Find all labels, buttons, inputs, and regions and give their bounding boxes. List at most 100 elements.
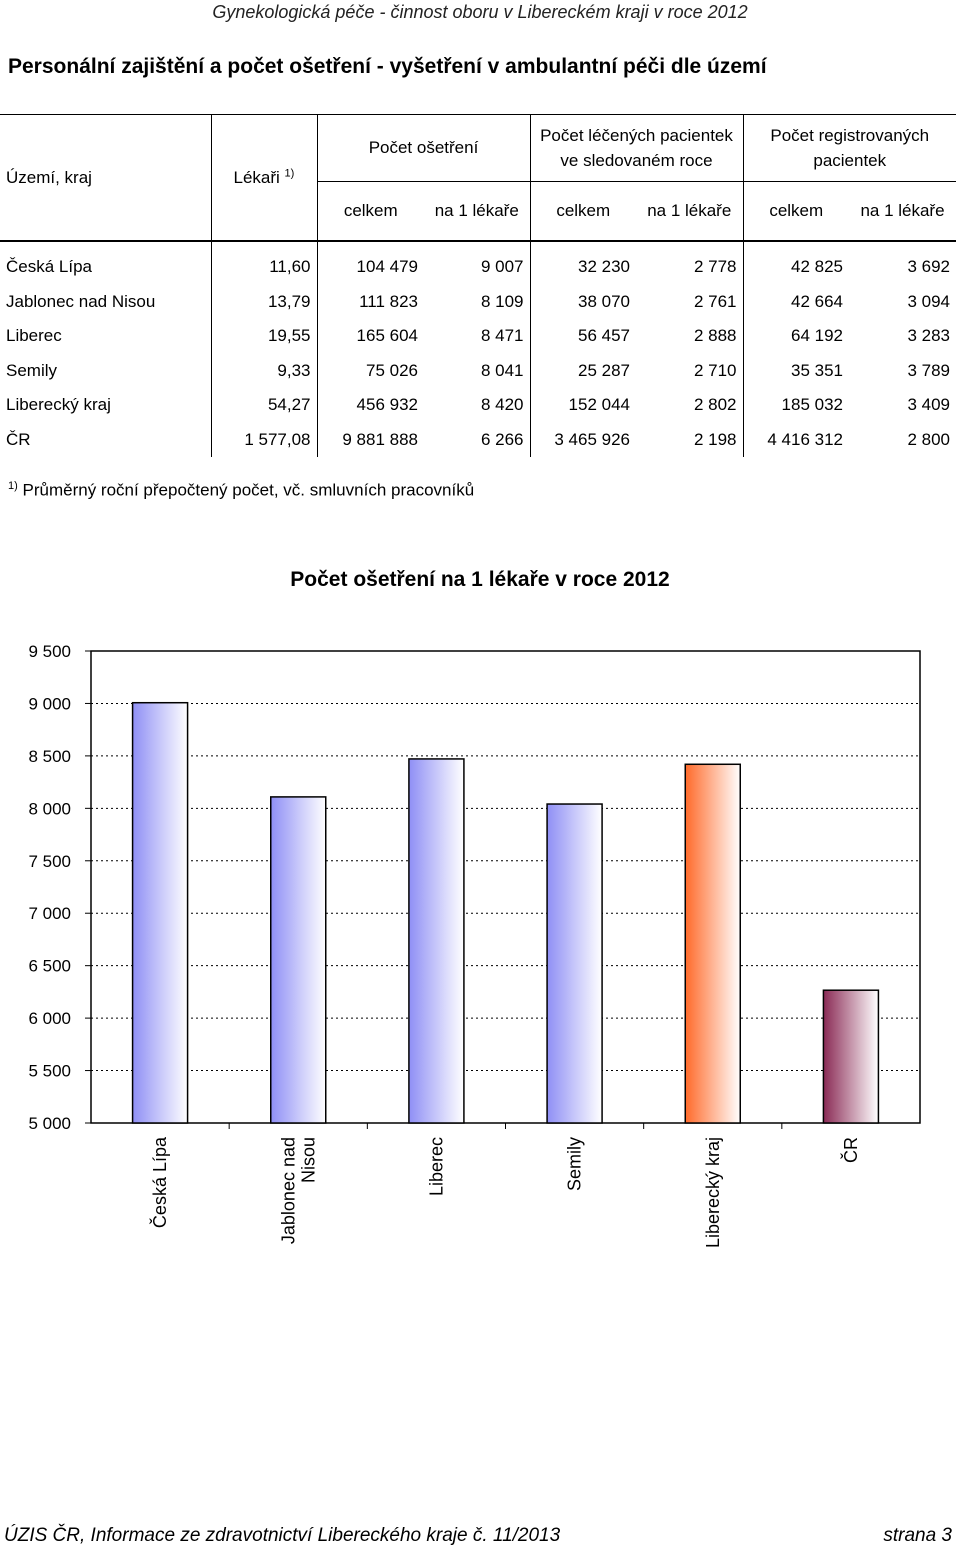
footer-page-number: strana 3 <box>883 1525 952 1546</box>
header-reg-per: na 1 lékaře <box>849 181 956 241</box>
table-cell-pat-total: 152 044 <box>529 388 636 423</box>
table-cell-doctors: 1 577,08 <box>210 422 317 457</box>
table-cell-reg-per: 3 409 <box>907 395 950 415</box>
table-cell-pat-total: 38 070 <box>529 284 636 319</box>
y-tick-label: 5 000 <box>28 1114 71 1133</box>
x-category-label: Semily <box>565 1137 585 1191</box>
statistics-table: Území, kraj Lékaři 1) Počet ošetření Poč… <box>0 114 956 457</box>
bar <box>131 701 189 1124</box>
table-row: Jablonec nad Nisou 13,79 111 823 8 109 38 07… <box>0 284 956 319</box>
y-tick-label: 7 500 <box>28 852 71 871</box>
chart-title: Počet ošetření na 1 lékaře v roce 2012 <box>290 568 670 591</box>
table-cell-doctors: 9,33 <box>210 353 317 388</box>
table-cell-treat-total: 75 026 <box>316 353 424 388</box>
table-row: Liberecký kraj 54,27 456 932 8 420 152 044 2 … <box>0 388 956 423</box>
table-cell-name: Liberec <box>6 326 62 346</box>
header-pat-per: na 1 lékaře <box>636 181 743 241</box>
table-row: ČR 1 577,08 9 881 888 6 266 3 465 926 2 198 4 … <box>0 422 956 457</box>
table-cell-name: Liberecký kraj <box>6 395 111 415</box>
table-cell-name: ČR <box>6 429 31 449</box>
table-cell-treat-total: 9 881 888 <box>316 422 424 457</box>
header-treatments: Počet ošetření <box>316 114 530 182</box>
table-row: Česká Lípa 11,60 104 479 9 007 32 230 2 778 42… <box>0 241 956 285</box>
table-row: Semily 9,33 75 026 8 041 25 287 2 710 35 351 3 … <box>0 353 956 388</box>
y-tick-label: 6 500 <box>28 957 71 976</box>
table-cell-pat-per: 2 802 <box>693 395 737 415</box>
section-title: Personální zajištění a počet ošetření - … <box>8 55 767 78</box>
table-cell-treat-per: 8 471 <box>480 326 524 346</box>
table-cell-name: Česká Lípa <box>6 257 92 277</box>
table-cell-reg-per: 2 800 <box>907 429 950 449</box>
plot-frame <box>90 650 921 1124</box>
header-pat-total: celkem <box>529 181 636 241</box>
x-category-label: Česká Lípa <box>149 1136 170 1228</box>
table-cell-reg-total: 42 664 <box>742 284 849 319</box>
table-cell-doctors: 19,55 <box>210 319 317 354</box>
header-doctors: Lékaři 1) <box>210 114 317 241</box>
table-cell-treat-per: 9 007 <box>480 257 524 277</box>
header-reg-total: celkem <box>742 181 849 241</box>
table-cell-treat-per: 8 041 <box>480 360 524 380</box>
table-cell-pat-total: 3 465 926 <box>529 422 636 457</box>
table-cell-name: Semily <box>6 360 58 380</box>
header-registered-patients: Počet registrovaných pacientek <box>742 114 956 182</box>
table-cell-pat-per: 2 710 <box>693 360 737 380</box>
svg-text:Liberec: Liberec <box>426 1137 446 1196</box>
table-cell-reg-per: 3 283 <box>907 326 950 346</box>
header-treated-patients: Počet léčených pacientek ve sledovaném ro… <box>529 114 743 182</box>
svg-text:ČR: ČR <box>840 1137 861 1163</box>
table-cell-doctors: 54,27 <box>210 388 317 423</box>
table-cell-doctors: 11,60 <box>210 241 317 285</box>
y-tick-label: 5 500 <box>28 1062 71 1081</box>
table-cell-reg-total: 64 192 <box>742 319 849 354</box>
table-cell-pat-total: 25 287 <box>529 353 636 388</box>
x-category-label: ČR <box>840 1137 861 1163</box>
table-cell-reg-total: 185 032 <box>742 388 849 423</box>
table-cell-treat-total: 111 823 <box>316 284 424 319</box>
table-cell-reg-per: 3 094 <box>907 291 950 311</box>
document-header: Gynekologická péče - činnost oboru v Lib… <box>212 2 748 22</box>
table-cell-pat-per: 2 198 <box>693 429 737 449</box>
y-tick-label: 8 000 <box>28 799 71 818</box>
x-category-label: Liberecký kraj <box>703 1137 723 1248</box>
header-treat-per: na 1 lékaře <box>424 181 530 241</box>
table-cell-name: Jablonec nad Nisou <box>6 291 156 311</box>
table-cell-treat-total: 456 932 <box>316 388 424 423</box>
table-cell-reg-total: 42 825 <box>742 241 849 285</box>
footnote: 1) Průměrný roční přepočtený počet, vč. … <box>8 480 475 500</box>
table-cell-treat-per: 6 266 <box>480 429 524 449</box>
bar <box>822 989 880 1124</box>
table-cell-reg-per: 3 692 <box>907 257 950 277</box>
table-cell-treat-per: 8 420 <box>480 395 524 415</box>
table-row: Liberec 19,55 165 604 8 471 56 457 2 888 64 19… <box>0 319 956 354</box>
table-cell-pat-per: 2 778 <box>693 257 737 277</box>
table-body: Česká Lípa 11,60 104 479 9 007 32 230 2 778 42… <box>0 241 956 457</box>
bar <box>684 763 741 1124</box>
header-treat-total: celkem <box>316 181 424 241</box>
y-tick-label: 6 000 <box>28 1009 71 1028</box>
y-tick-label: 8 500 <box>28 747 71 766</box>
x-category-label: Jablonec nad Nisou <box>278 1137 318 1244</box>
table-cell-pat-per: 2 761 <box>693 291 737 311</box>
svg-text:Jablonec nad: Jablonec nad <box>278 1137 298 1244</box>
svg-text:Nisou: Nisou <box>298 1137 318 1183</box>
svg-text:Semily: Semily <box>565 1137 585 1191</box>
table-cell-pat-total: 56 457 <box>529 319 636 354</box>
footer-source: ÚZIS ČR, Informace ze zdravotnictví Libe… <box>4 1525 561 1546</box>
table-cell-treat-total: 165 604 <box>316 319 424 354</box>
y-tick-label: 9 000 <box>28 694 71 713</box>
table-cell-doctors: 13,79 <box>210 284 317 319</box>
x-category-label: Liberec <box>426 1137 446 1196</box>
table-cell-reg-per: 3 789 <box>907 360 950 380</box>
bar <box>270 796 327 1124</box>
table-cell-reg-total: 35 351 <box>742 353 849 388</box>
bar <box>546 803 603 1124</box>
header-region: Území, kraj <box>6 167 92 187</box>
bar <box>408 758 465 1124</box>
y-tick-label: 9 500 <box>28 642 71 661</box>
table-cell-pat-per: 2 888 <box>693 326 737 346</box>
svg-text:Česká Lípa: Česká Lípa <box>149 1136 170 1228</box>
table-cell-treat-per: 8 109 <box>480 291 524 311</box>
y-tick-label: 7 000 <box>28 904 71 923</box>
table-cell-reg-total: 4 416 312 <box>742 422 849 457</box>
